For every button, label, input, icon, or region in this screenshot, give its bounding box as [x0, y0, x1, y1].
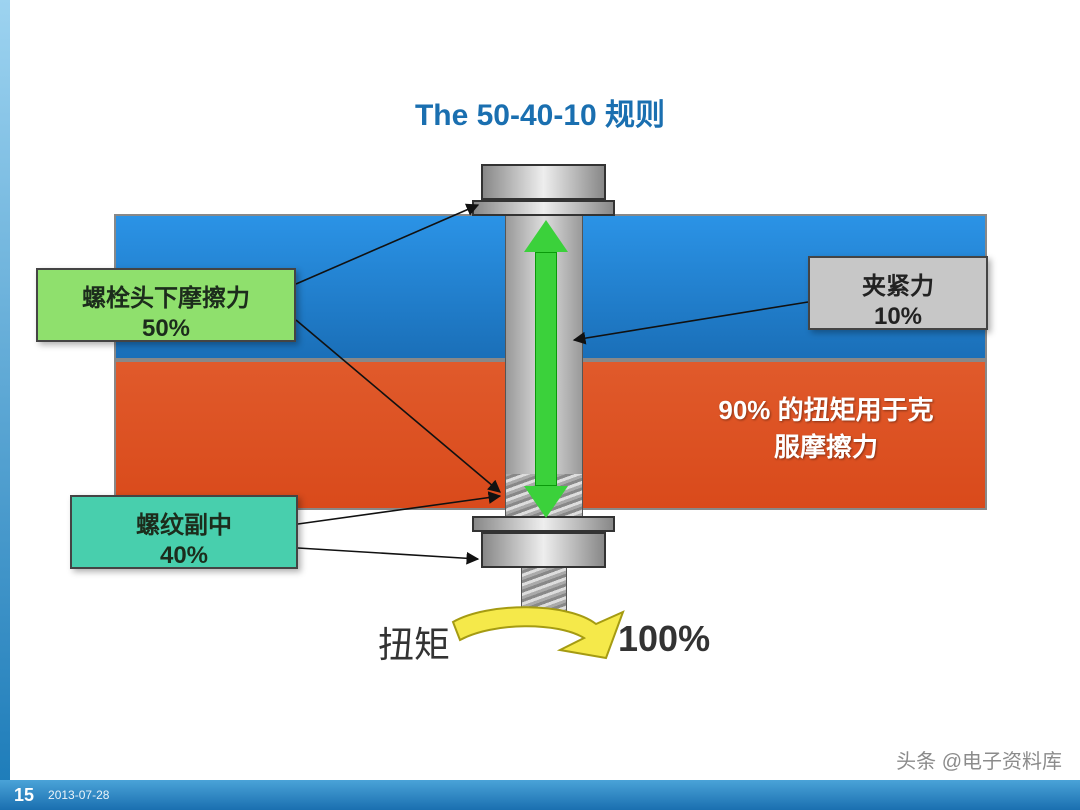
slide-root: The 50-40-10 规则 螺栓头下摩擦力 50% 螺纹副中 40% 夹紧力…	[0, 0, 1080, 810]
callout-thread-friction: 螺纹副中 40%	[70, 495, 298, 569]
footer-date: 2013-07-28	[48, 788, 109, 802]
friction-note-l1: 90% 的扭矩用于克	[676, 390, 976, 427]
callout-head-friction: 螺栓头下摩擦力 50%	[36, 268, 296, 342]
callout-head-friction-label: 螺栓头下摩擦力	[44, 278, 288, 313]
callout-thread-friction-label: 螺纹副中	[78, 505, 290, 540]
callout-head-friction-value: 50%	[44, 315, 288, 343]
slide-title: The 50-40-10 规则	[0, 90, 1080, 134]
watermark-text: 头条 @电子资料库	[896, 745, 1062, 774]
friction-note-l2: 服摩擦力	[676, 427, 976, 464]
callout-clamp-force-value: 10%	[816, 303, 980, 331]
callout-clamp-force-label: 夹紧力	[816, 266, 980, 301]
slide-footer: 15 2013-07-28	[0, 780, 1080, 810]
torque-arrow-icon	[438, 600, 628, 680]
clamp-force-arrow	[535, 220, 557, 518]
bolt-nut	[481, 532, 606, 568]
torque-percent: 100%	[618, 618, 710, 660]
bolt-head	[481, 164, 606, 200]
bolt-washer-top	[472, 200, 615, 216]
page-number: 15	[14, 785, 34, 806]
callout-clamp-force: 夹紧力 10%	[808, 256, 988, 330]
callout-thread-friction-value: 40%	[78, 542, 290, 570]
bolt-washer-bottom	[472, 516, 615, 532]
friction-note: 90% 的扭矩用于克 服摩擦力	[676, 390, 976, 464]
